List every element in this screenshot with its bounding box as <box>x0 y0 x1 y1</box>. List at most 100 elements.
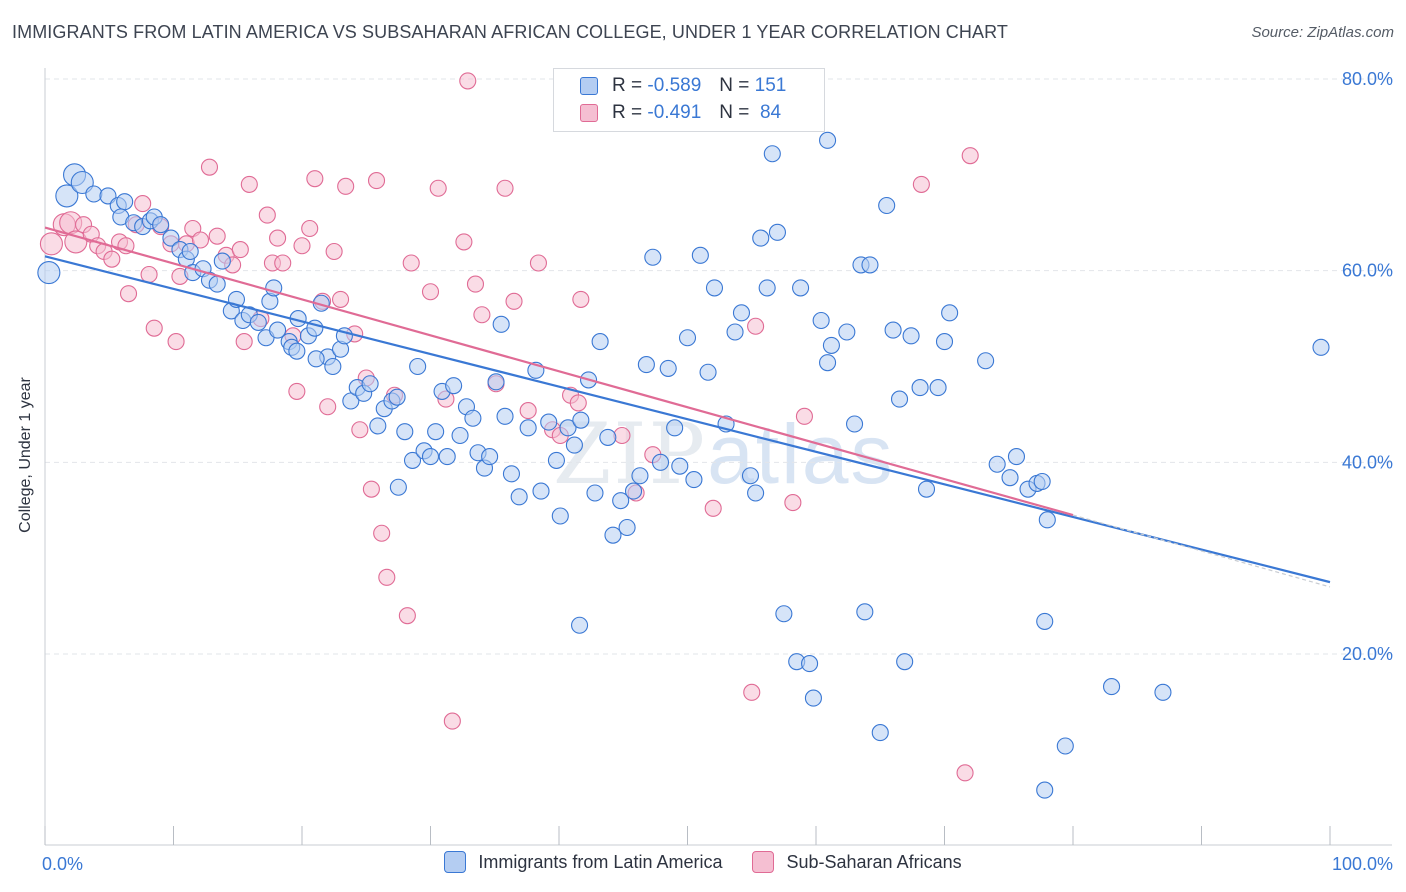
latin-america-point <box>369 417 387 435</box>
y-tick-label: 20.0% <box>1342 644 1393 664</box>
latin-america-point <box>487 373 505 391</box>
legend-n-label: N = <box>719 102 750 123</box>
latin-america-point <box>917 480 936 498</box>
subsaharan-point <box>443 712 461 730</box>
legend-row-subsaharan: R = -0.491 N = 84 <box>580 102 781 124</box>
subsaharan-trendline-extension <box>1072 514 1331 588</box>
latin-america-point <box>819 354 837 372</box>
subsaharan-point <box>140 265 158 284</box>
subsaharan-point <box>208 227 226 245</box>
latin-america-point <box>941 304 959 322</box>
latin-america-point <box>1154 683 1172 701</box>
latin-america-point <box>775 605 793 623</box>
latin-america-point <box>445 377 463 395</box>
latin-america-point <box>929 379 947 397</box>
subsaharan-point <box>269 229 287 247</box>
latin-america-point <box>388 388 406 406</box>
legend-n-value: 84 <box>759 102 782 123</box>
subsaharan-point <box>402 254 420 272</box>
legend-r-value: -0.491 <box>647 102 702 123</box>
latin-america-point <box>409 357 427 376</box>
latin-america-point <box>651 453 670 471</box>
subsaharan-point <box>473 306 491 324</box>
latin-america-point <box>269 321 287 339</box>
latin-america-point <box>935 333 954 351</box>
latin-america-point <box>1036 612 1054 630</box>
latin-america-point <box>631 467 649 485</box>
subsaharan-point <box>519 402 537 420</box>
legend-swatch-pink <box>580 104 598 122</box>
latin-america-point <box>451 426 469 445</box>
subsaharan-point <box>743 683 761 701</box>
latin-america-point <box>1033 472 1051 491</box>
subsaharan-point <box>378 568 396 586</box>
latin-america-point <box>324 357 342 376</box>
latin-america-point <box>502 465 521 483</box>
latin-america-point <box>565 436 583 454</box>
latin-america-point <box>599 428 617 446</box>
latin-america-point <box>559 419 577 437</box>
series-legend: Immigrants from Latin America Sub-Sahara… <box>0 851 1406 873</box>
legend-row-latin-america: R = -0.589 N = 151 <box>580 75 786 97</box>
latin-america-point <box>152 216 170 234</box>
subsaharan-point <box>421 283 440 301</box>
x-tick-label: 100.0% <box>1332 854 1393 874</box>
subsaharan-point <box>103 250 121 268</box>
latin-america-point <box>822 336 840 354</box>
latin-america-point <box>361 375 379 393</box>
latin-america-point <box>747 484 765 502</box>
latin-america-point <box>1038 511 1056 529</box>
latin-america-point <box>532 482 550 500</box>
latin-america-point <box>752 229 770 247</box>
subsaharan-point <box>191 231 210 249</box>
latin-america-point <box>845 415 864 433</box>
latin-america-point <box>666 419 684 437</box>
latin-america-point <box>612 492 630 510</box>
latin-america-point <box>644 248 662 266</box>
chart-title: IMMIGRANTS FROM LATIN AMERICA VS SUBSAHA… <box>12 22 1008 42</box>
y-tick-label: 80.0% <box>1342 69 1393 89</box>
latin-america-point <box>208 275 226 293</box>
subsaharan-point <box>240 175 258 193</box>
latin-america-point <box>571 616 589 634</box>
latin-america-point <box>1103 678 1121 696</box>
latin-america-point <box>838 323 856 341</box>
latin-america-point <box>890 390 909 408</box>
latin-america-point <box>540 413 558 431</box>
latin-america-point <box>768 223 787 241</box>
subsaharan-point <box>306 170 324 188</box>
latin-america-point <box>464 409 482 427</box>
legend-series-name: Immigrants from Latin America <box>478 851 723 872</box>
subsaharan-point <box>912 175 930 193</box>
latin-america-point <box>678 329 697 347</box>
latin-america-point <box>902 327 920 345</box>
latin-america-point <box>758 279 776 297</box>
source-label: Source: ZipAtlas.com <box>1251 24 1394 41</box>
latin-america-point <box>804 689 822 707</box>
subsaharan-point <box>231 241 249 259</box>
subsaharan-point <box>39 232 63 256</box>
subsaharan-point <box>134 195 152 213</box>
latin-america-point <box>403 451 422 469</box>
latin-america-point <box>519 419 537 437</box>
y-tick-label: 40.0% <box>1342 452 1393 472</box>
latin-america-point <box>624 482 643 500</box>
subsaharan-point <box>288 382 306 400</box>
latin-america-point <box>572 411 590 429</box>
latin-america-point <box>307 350 325 368</box>
latin-america-point <box>1056 737 1074 755</box>
latin-america-point <box>181 242 199 261</box>
latin-america-point <box>988 455 1006 473</box>
latin-america-point <box>547 451 565 469</box>
subsaharan-point <box>529 254 547 272</box>
correlation-legend: R = -0.589 N = 151 R = -0.491 N = 84 <box>553 68 825 132</box>
latin-america-point <box>884 321 902 339</box>
latin-america-point <box>896 653 914 671</box>
subsaharan-point <box>961 147 979 165</box>
subsaharan-point <box>301 219 319 238</box>
subsaharan-point <box>455 233 473 251</box>
subsaharan-point <box>704 499 722 517</box>
subsaharan-point <box>466 275 485 293</box>
subsaharan-point <box>119 285 138 303</box>
latin-america-point <box>427 423 445 441</box>
